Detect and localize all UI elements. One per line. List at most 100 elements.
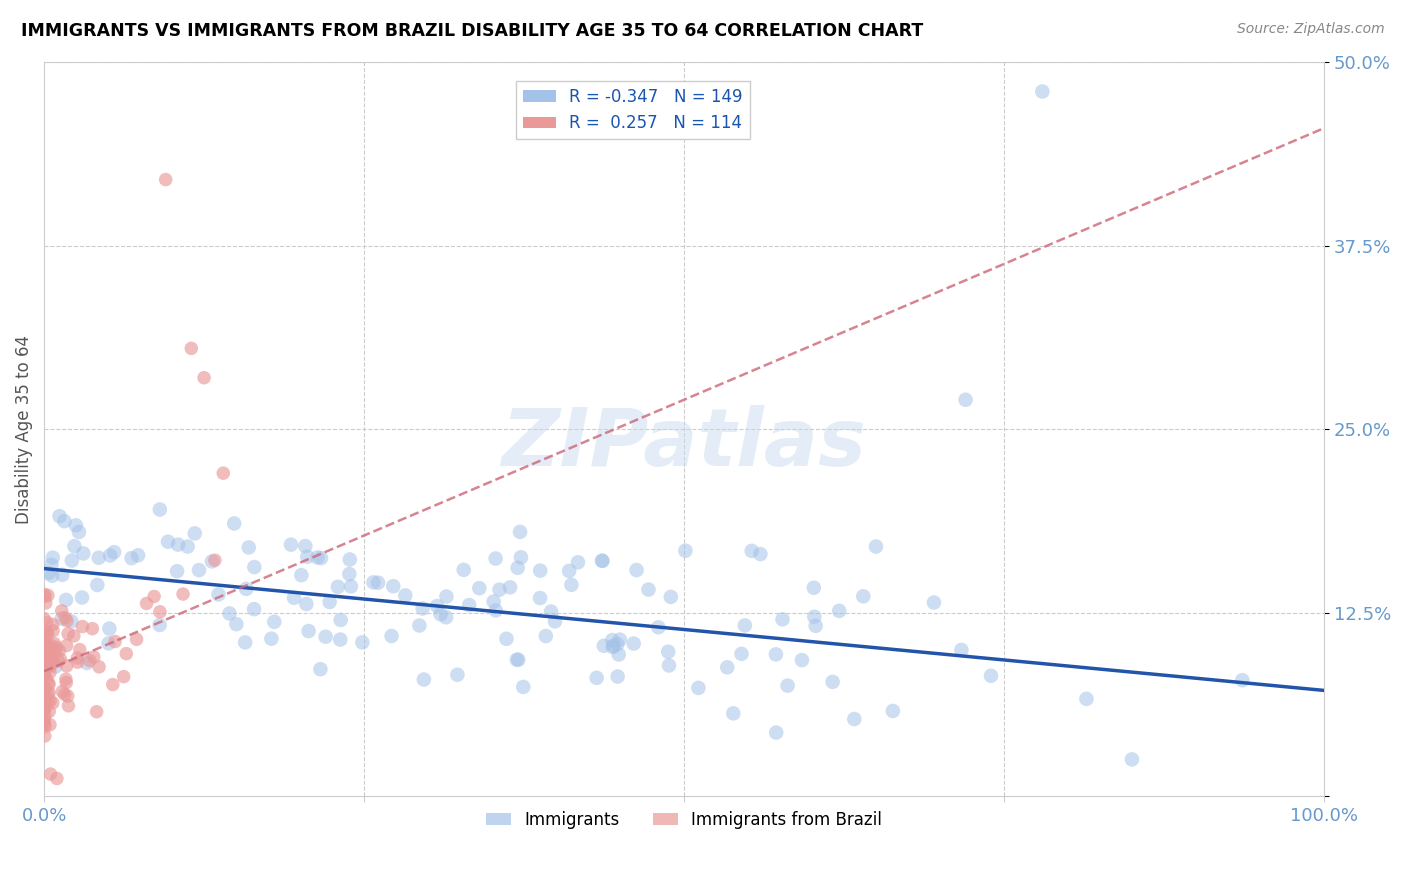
Point xyxy=(32,681,55,696)
Point xyxy=(446,667,468,681)
Point xyxy=(804,619,827,633)
Point xyxy=(155,172,177,186)
Point xyxy=(730,647,752,661)
Point xyxy=(657,645,679,659)
Point xyxy=(34,696,56,710)
Point xyxy=(315,630,337,644)
Point xyxy=(509,524,531,539)
Point xyxy=(35,660,58,674)
Point xyxy=(51,684,73,698)
Point xyxy=(34,660,56,674)
Point xyxy=(39,694,62,708)
Point xyxy=(734,618,756,632)
Point xyxy=(172,587,194,601)
Point xyxy=(87,660,110,674)
Point xyxy=(34,729,56,743)
Point xyxy=(49,652,72,666)
Y-axis label: Disability Age 35 to 64: Disability Age 35 to 64 xyxy=(15,334,32,524)
Point xyxy=(38,676,60,690)
Point xyxy=(506,653,529,667)
Point xyxy=(637,582,659,597)
Point xyxy=(212,466,235,480)
Point xyxy=(529,591,551,605)
Point xyxy=(53,611,76,625)
Point xyxy=(83,650,105,665)
Point xyxy=(56,614,79,628)
Point xyxy=(39,767,62,781)
Point xyxy=(87,550,110,565)
Point xyxy=(42,550,65,565)
Text: ZIPatlas: ZIPatlas xyxy=(502,405,866,483)
Point xyxy=(828,604,851,618)
Point xyxy=(32,643,55,657)
Point xyxy=(243,602,266,616)
Point xyxy=(37,627,59,641)
Point xyxy=(307,550,329,565)
Point xyxy=(235,582,257,596)
Point xyxy=(32,668,55,682)
Point xyxy=(468,581,491,595)
Point xyxy=(34,717,56,731)
Point xyxy=(44,637,66,651)
Point xyxy=(41,568,63,582)
Point xyxy=(32,660,55,674)
Point xyxy=(280,538,302,552)
Point xyxy=(326,580,349,594)
Point xyxy=(127,549,149,563)
Point xyxy=(329,613,352,627)
Point xyxy=(45,772,67,786)
Point xyxy=(623,636,645,650)
Point xyxy=(434,610,457,624)
Point xyxy=(86,705,108,719)
Point xyxy=(34,681,56,696)
Point xyxy=(56,689,79,703)
Point xyxy=(167,538,190,552)
Point xyxy=(48,643,70,657)
Point xyxy=(218,607,240,621)
Point xyxy=(609,632,631,647)
Point xyxy=(38,686,60,700)
Point xyxy=(38,658,60,673)
Point xyxy=(188,563,211,577)
Point xyxy=(34,708,56,723)
Point xyxy=(55,593,77,607)
Point xyxy=(76,656,98,670)
Point xyxy=(243,560,266,574)
Point xyxy=(55,639,77,653)
Point xyxy=(567,555,589,569)
Point xyxy=(48,654,70,668)
Point xyxy=(55,672,77,686)
Point xyxy=(63,629,86,643)
Point xyxy=(394,589,416,603)
Text: IMMIGRANTS VS IMMIGRANTS FROM BRAZIL DISABILITY AGE 35 TO 64 CORRELATION CHART: IMMIGRANTS VS IMMIGRANTS FROM BRAZIL DIS… xyxy=(21,22,924,40)
Point xyxy=(32,699,55,714)
Point xyxy=(955,392,977,407)
Point xyxy=(508,653,530,667)
Point xyxy=(363,575,385,590)
Point xyxy=(658,658,681,673)
Point xyxy=(429,607,451,622)
Point xyxy=(97,636,120,650)
Point xyxy=(103,545,125,559)
Point xyxy=(458,598,481,612)
Point xyxy=(125,632,148,647)
Point xyxy=(39,658,62,673)
Point xyxy=(79,654,101,668)
Point xyxy=(37,566,59,580)
Point xyxy=(602,639,624,653)
Point xyxy=(149,502,172,516)
Point xyxy=(193,370,215,384)
Point xyxy=(294,539,316,553)
Point xyxy=(56,626,79,640)
Point xyxy=(32,638,55,652)
Point xyxy=(201,554,224,568)
Point xyxy=(512,680,534,694)
Point xyxy=(72,546,94,560)
Point xyxy=(70,591,93,605)
Point xyxy=(42,617,65,632)
Point xyxy=(176,540,198,554)
Point xyxy=(44,645,66,659)
Point xyxy=(34,633,56,648)
Point xyxy=(32,632,55,646)
Point xyxy=(112,670,135,684)
